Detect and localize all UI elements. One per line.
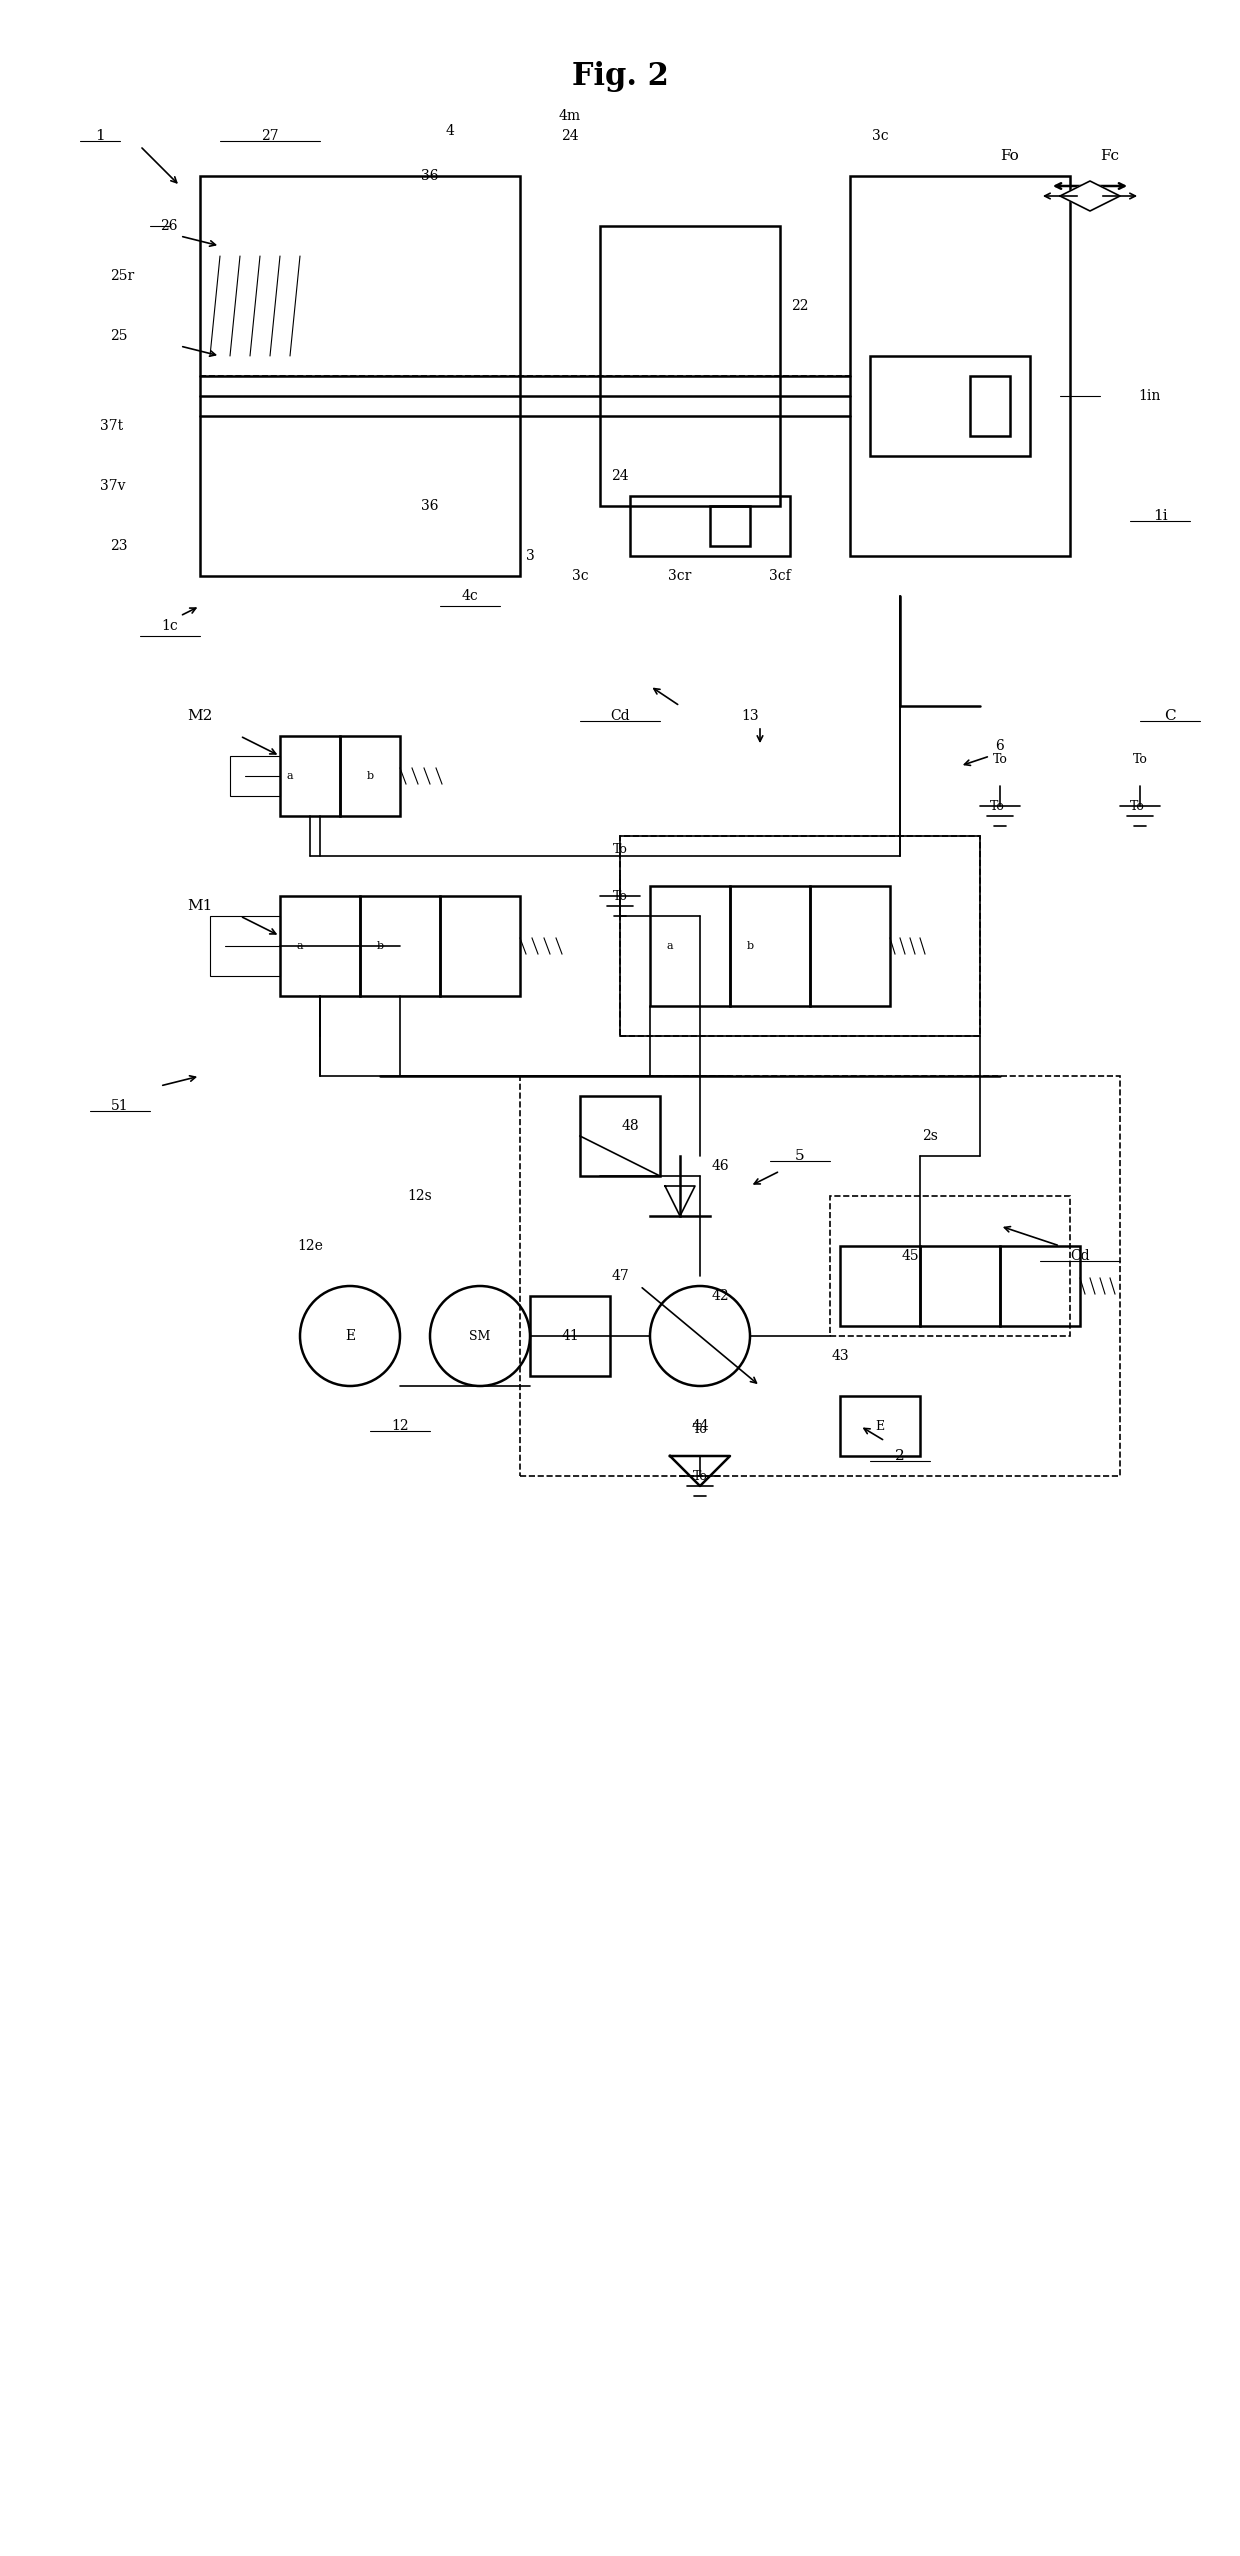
Text: 42: 42 [712, 1288, 729, 1304]
Text: 22: 22 [791, 299, 808, 312]
Text: 3cf: 3cf [769, 570, 791, 583]
Text: 43: 43 [831, 1350, 849, 1362]
Text: Fig. 2: Fig. 2 [572, 61, 668, 92]
Text: 3cr: 3cr [668, 570, 692, 583]
Text: 46: 46 [712, 1158, 729, 1173]
Text: 2s: 2s [923, 1130, 937, 1143]
Text: 1in: 1in [1138, 389, 1161, 404]
Bar [529, 1296, 610, 1375]
Text: 1: 1 [95, 128, 105, 143]
Bar [620, 836, 980, 1035]
Text: 12: 12 [391, 1419, 409, 1434]
Text: a: a [667, 941, 673, 951]
Text: 25: 25 [110, 330, 128, 343]
Bar [360, 897, 440, 997]
Text: Fc: Fc [1101, 148, 1120, 164]
Text: b: b [367, 772, 373, 782]
Text: 2: 2 [895, 1449, 905, 1462]
Bar [839, 1245, 920, 1327]
Text: E: E [345, 1329, 355, 1342]
Text: Cd: Cd [1070, 1250, 1090, 1263]
Text: 45: 45 [901, 1250, 919, 1263]
Text: 13: 13 [742, 708, 759, 723]
Bar [999, 1245, 1080, 1327]
Bar [210, 915, 280, 976]
Text: To: To [613, 843, 627, 856]
Text: SM: SM [469, 1329, 491, 1342]
Text: 36: 36 [422, 169, 439, 184]
Text: 25r: 25r [110, 268, 134, 284]
Bar [849, 176, 1070, 557]
Text: 36: 36 [422, 498, 439, 514]
Text: 4: 4 [445, 125, 454, 138]
Bar [711, 506, 750, 547]
Text: 51: 51 [112, 1099, 129, 1112]
Bar [839, 1396, 920, 1457]
Text: 12e: 12e [298, 1240, 322, 1252]
Text: M2: M2 [187, 708, 213, 723]
Bar [280, 897, 360, 997]
Text: 24: 24 [611, 468, 629, 483]
Text: 3: 3 [526, 550, 534, 562]
Text: To: To [990, 800, 1004, 813]
Bar [730, 887, 810, 1007]
Text: 12s: 12s [408, 1189, 433, 1204]
Polygon shape [1060, 181, 1120, 212]
Bar [870, 355, 1030, 455]
Bar [630, 496, 790, 557]
Text: a: a [296, 941, 304, 951]
Bar [440, 897, 520, 997]
Bar [280, 736, 340, 815]
Text: C: C [1164, 708, 1176, 723]
Text: To: To [613, 889, 627, 902]
Text: a: a [286, 772, 294, 782]
Text: 6: 6 [996, 739, 1004, 754]
Text: To: To [693, 1470, 708, 1482]
Text: 37t: 37t [100, 419, 123, 432]
Text: 41: 41 [562, 1329, 579, 1342]
Text: To: To [1130, 800, 1145, 813]
Text: 3c: 3c [572, 570, 588, 583]
Text: 47: 47 [611, 1268, 629, 1283]
Bar [970, 376, 1011, 437]
Text: Fo: Fo [1001, 148, 1019, 164]
Text: 26: 26 [160, 220, 177, 233]
Text: 1c: 1c [161, 619, 179, 634]
Text: E: E [875, 1419, 884, 1431]
Text: M1: M1 [187, 900, 213, 912]
Text: 4c: 4c [461, 588, 479, 603]
Bar [580, 1097, 660, 1176]
Bar [600, 225, 780, 506]
Bar [830, 1196, 1070, 1337]
Text: 24: 24 [562, 128, 579, 143]
Bar [920, 1245, 999, 1327]
Bar [650, 887, 730, 1007]
Bar [229, 757, 280, 795]
Text: 3c: 3c [872, 128, 888, 143]
Text: 27: 27 [262, 128, 279, 143]
Text: 5: 5 [795, 1150, 805, 1163]
Text: b: b [746, 941, 754, 951]
Text: 44: 44 [691, 1419, 709, 1434]
Text: 4m: 4m [559, 110, 582, 123]
Text: To: To [693, 1424, 708, 1436]
Bar [810, 887, 890, 1007]
Text: Cd: Cd [610, 708, 630, 723]
Text: 48: 48 [621, 1120, 639, 1132]
Bar [620, 836, 980, 1035]
Text: b: b [377, 941, 383, 951]
Text: 1i: 1i [1153, 509, 1167, 524]
Bar [200, 176, 520, 575]
Bar [520, 1076, 1120, 1475]
Text: 23: 23 [110, 539, 128, 552]
Text: To: To [992, 754, 1007, 767]
Text: 37v: 37v [100, 478, 125, 493]
Bar [340, 736, 401, 815]
Text: To: To [1132, 754, 1147, 767]
